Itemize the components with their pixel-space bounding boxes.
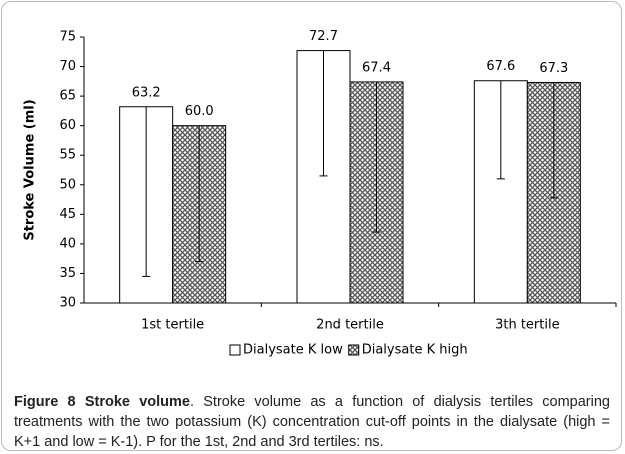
legend-label: Dialysate K high [362,343,468,358]
legend-label: Dialysate K low [243,343,343,358]
data-label: 63.2 [132,85,161,100]
x-tick-label: 1st tertile [141,318,204,333]
data-label: 72.7 [309,29,338,44]
data-label: 67.4 [362,60,391,75]
y-tick-label: 40 [59,236,76,251]
x-tick-label: 3th tertile [495,318,560,333]
y-tick-label: 35 [59,266,76,281]
data-label: 67.3 [539,61,568,76]
y-axis-title: Stroke Volume (ml) [23,99,38,240]
y-tick-label: 45 [59,207,76,222]
x-tick-label: 2nd tertile [316,318,384,333]
data-label: 60.0 [185,104,214,119]
caption-text: . Stroke volume as a function of dialysi… [14,394,610,450]
y-tick-label: 65 [59,89,76,104]
y-tick-label: 50 [59,177,76,192]
caption: Figure 8 Stroke volume. Stroke volume as… [14,392,610,452]
caption-label: Figure 8 Stroke volume [14,394,190,410]
data-label: 67.6 [486,59,515,74]
chart: Stroke Volume (ml) 30 35 40 45 50 55 60 65 70 75 1… [23,29,617,358]
legend-swatch [348,344,360,356]
y-tick-label: 70 [59,59,76,74]
y-tick-label: 55 [59,148,76,163]
y-tick-label: 60 [59,118,76,133]
y-tick-label: 30 [59,296,76,311]
y-tick-label: 75 [59,30,76,45]
legend-swatch [229,344,241,356]
